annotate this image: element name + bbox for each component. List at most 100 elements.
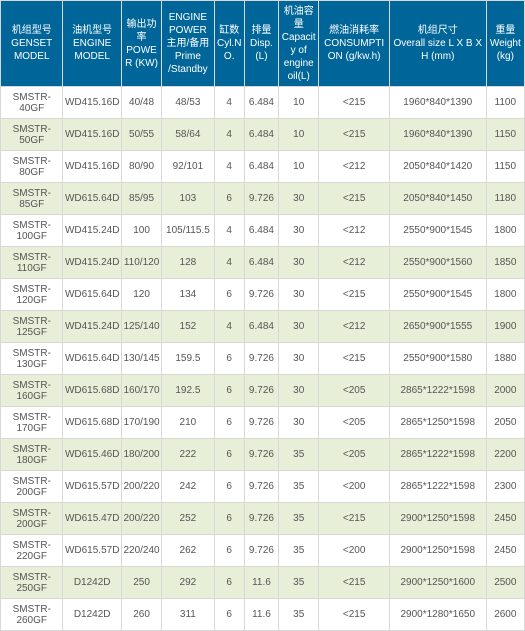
cell: 2450 xyxy=(486,535,524,567)
cell: 2600 xyxy=(486,599,524,631)
cell: 9.726 xyxy=(244,535,278,567)
cell: 2900*1250*1600 xyxy=(389,567,486,599)
cell: 110/120 xyxy=(121,247,161,279)
cell: 10 xyxy=(279,119,319,151)
cell: 1880 xyxy=(486,343,524,375)
cell: 10 xyxy=(279,87,319,119)
cell: 30 xyxy=(279,343,319,375)
cell: 200/220 xyxy=(121,503,161,535)
cell: 262 xyxy=(162,535,214,567)
cell: SMSTR-220GF xyxy=(1,535,63,567)
cell: <215 xyxy=(319,599,390,631)
cell: WD415.16D xyxy=(63,87,121,119)
table-row: SMSTR-200GFWD615.47D200/22025269.72635<2… xyxy=(1,503,525,535)
cell: 1800 xyxy=(486,215,524,247)
cell: 1960*840*1390 xyxy=(389,87,486,119)
cell: 80/90 xyxy=(121,151,161,183)
cell: SMSTR-250GF xyxy=(1,567,63,599)
cell: 252 xyxy=(162,503,214,535)
cell: WD415.16D xyxy=(63,151,121,183)
cell: 6.484 xyxy=(244,151,278,183)
cell: 192.5 xyxy=(162,375,214,407)
cell: 2550*900*1545 xyxy=(389,279,486,311)
cell: 6 xyxy=(214,407,244,439)
col-header-0: 机组型号GENSET MODEL xyxy=(1,1,63,87)
cell: WD415.24D xyxy=(63,247,121,279)
cell: 4 xyxy=(214,87,244,119)
cell: 1100 xyxy=(486,87,524,119)
table-header: 机组型号GENSET MODEL油机型号ENGINE MODEL输出功率POWE… xyxy=(1,1,525,87)
cell: 6 xyxy=(214,439,244,471)
cell: 6 xyxy=(214,183,244,215)
cell: <212 xyxy=(319,247,390,279)
cell: 85/95 xyxy=(121,183,161,215)
cell: SMSTR-100GF xyxy=(1,215,63,247)
cell: 6.484 xyxy=(244,87,278,119)
cell: SMSTR-40GF xyxy=(1,87,63,119)
cell: 160/170 xyxy=(121,375,161,407)
cell: SMSTR-180GF xyxy=(1,439,63,471)
cell: 9.726 xyxy=(244,183,278,215)
cell: 242 xyxy=(162,471,214,503)
cell: <215 xyxy=(319,567,390,599)
table-row: SMSTR-220GFWD615.57D220/24026269.72635<2… xyxy=(1,535,525,567)
cell: 4 xyxy=(214,215,244,247)
table-row: SMSTR-110GFWD415.24D110/12012846.48430<2… xyxy=(1,247,525,279)
cell: 6.484 xyxy=(244,247,278,279)
cell: 2050 xyxy=(486,407,524,439)
cell: 152 xyxy=(162,311,214,343)
col-header-6: 机油容量Capacity of engine oil(L) xyxy=(279,1,319,87)
cell: 2550*900*1545 xyxy=(389,215,486,247)
cell: 2865*1222*1598 xyxy=(389,471,486,503)
table-row: SMSTR-50GFWD415.16D50/5558/6446.48410<21… xyxy=(1,119,525,151)
col-header-1: 油机型号ENGINE MODEL xyxy=(63,1,121,87)
cell: 100 xyxy=(121,215,161,247)
table-row: SMSTR-130GFWD615.64D130/145159.569.72630… xyxy=(1,343,525,375)
cell: 2900*1280*1650 xyxy=(389,599,486,631)
cell: WD615.47D xyxy=(63,503,121,535)
table-row: SMSTR-250GFD1242D250292611.635<2152900*1… xyxy=(1,567,525,599)
cell: WD615.64D xyxy=(63,343,121,375)
cell: SMSTR-160GF xyxy=(1,375,63,407)
cell: 2500 xyxy=(486,567,524,599)
table-body: SMSTR-40GFWD415.16D40/4848/5346.48410<21… xyxy=(1,87,525,631)
cell: SMSTR-170GF xyxy=(1,407,63,439)
cell: WD615.68D xyxy=(63,407,121,439)
cell: SMSTR-110GF xyxy=(1,247,63,279)
cell: 11.6 xyxy=(244,567,278,599)
cell: 2000 xyxy=(486,375,524,407)
cell: <205 xyxy=(319,407,390,439)
cell: 2900*1250*1598 xyxy=(389,503,486,535)
col-header-5: 排量Disp. (L) xyxy=(244,1,278,87)
cell: 6.484 xyxy=(244,215,278,247)
table-row: SMSTR-80GFWD415.16D80/9092/10146.48410<2… xyxy=(1,151,525,183)
cell: 2650*900*1555 xyxy=(389,311,486,343)
cell: 58/64 xyxy=(162,119,214,151)
cell: 6.484 xyxy=(244,311,278,343)
table-row: SMSTR-200GFWD615.57D200/22024269.72635<2… xyxy=(1,471,525,503)
cell: <212 xyxy=(319,311,390,343)
cell: SMSTR-80GF xyxy=(1,151,63,183)
cell: 4 xyxy=(214,311,244,343)
cell: SMSTR-200GF xyxy=(1,471,63,503)
cell: 1900 xyxy=(486,311,524,343)
col-header-8: 机组尺寸Overall size L X B X H (mm) xyxy=(389,1,486,87)
table-row: SMSTR-260GFD1242D260311611.635<2152900*1… xyxy=(1,599,525,631)
cell: 105/115.5 xyxy=(162,215,214,247)
cell: 159.5 xyxy=(162,343,214,375)
cell: WD615.46D xyxy=(63,439,121,471)
cell: D1242D xyxy=(63,599,121,631)
cell: 9.726 xyxy=(244,375,278,407)
table-row: SMSTR-125GFWD415.24D125/14015246.48430<2… xyxy=(1,311,525,343)
cell: 30 xyxy=(279,375,319,407)
table-row: SMSTR-40GFWD415.16D40/4848/5346.48410<21… xyxy=(1,87,525,119)
cell: SMSTR-130GF xyxy=(1,343,63,375)
cell: 120 xyxy=(121,279,161,311)
cell: 311 xyxy=(162,599,214,631)
cell: 6 xyxy=(214,343,244,375)
cell: 292 xyxy=(162,567,214,599)
cell: 210 xyxy=(162,407,214,439)
cell: 2865*1250*1598 xyxy=(389,407,486,439)
col-header-7: 燃油消耗率CONSUMPTION (g/kw.h) xyxy=(319,1,390,87)
col-header-2: 输出功率POWER (KW) xyxy=(121,1,161,87)
